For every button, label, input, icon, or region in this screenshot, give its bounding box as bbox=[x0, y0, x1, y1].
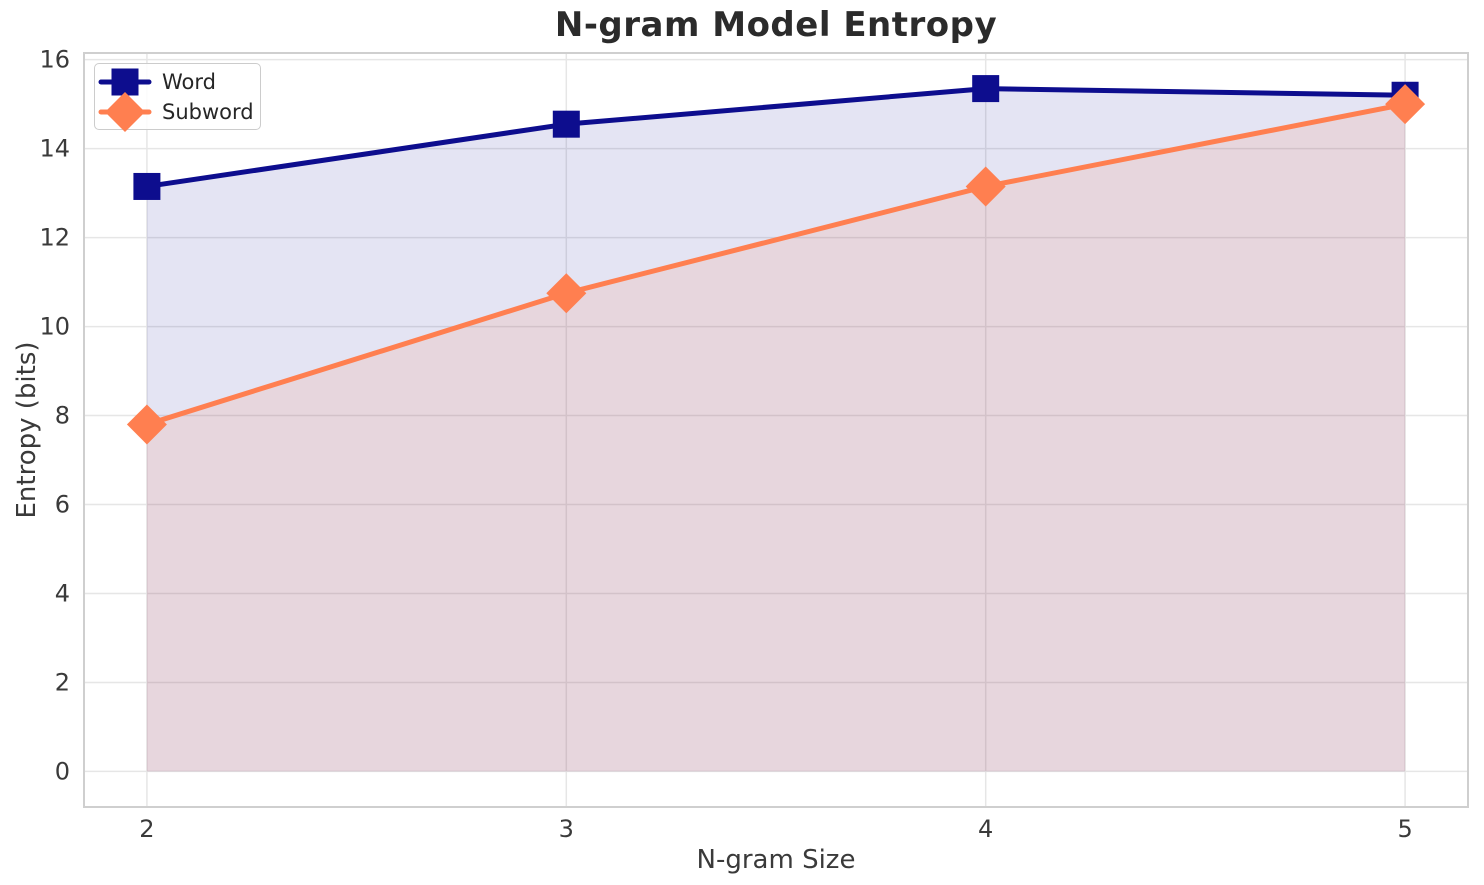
x-tick-label-4: 4 bbox=[978, 815, 993, 843]
word-square-marker-icon bbox=[98, 68, 152, 95]
legend-label-subword: Subword bbox=[162, 99, 254, 124]
marker-word-x3 bbox=[552, 110, 580, 138]
marker-word-x4 bbox=[972, 75, 1000, 103]
legend-item-word: Word bbox=[95, 67, 260, 97]
x-tick-label-5: 5 bbox=[1397, 815, 1412, 843]
marker-subword-x3 bbox=[546, 273, 587, 314]
marker-subword-x2 bbox=[126, 404, 167, 445]
y-tick-label-6: 6 bbox=[55, 491, 70, 519]
plot-border bbox=[83, 52, 1469, 808]
y-tick-label-12: 12 bbox=[39, 224, 70, 252]
y-axis-label: Entropy (bits) bbox=[12, 341, 42, 519]
x-tick-label-3: 3 bbox=[559, 815, 574, 843]
series-line-word bbox=[144, 86, 1408, 189]
legend-item-subword: Subword bbox=[95, 91, 260, 132]
x-tick-label-2: 2 bbox=[139, 815, 154, 843]
chart-title: N-gram Model Entropy bbox=[554, 5, 998, 45]
marker-word-x2 bbox=[133, 172, 161, 200]
legend-label-word: Word bbox=[162, 69, 216, 94]
legend-marker-word bbox=[111, 68, 139, 95]
legend: Word Subword bbox=[94, 63, 261, 132]
x-axis-label: N-gram Size bbox=[696, 845, 856, 875]
y-tick-label-2: 2 bbox=[55, 668, 70, 696]
y-tick-label-4: 4 bbox=[55, 579, 70, 607]
legend-marker-subword bbox=[105, 91, 145, 132]
y-tick-label-0: 0 bbox=[55, 757, 70, 785]
y-tick-label-14: 14 bbox=[39, 135, 70, 163]
marker-subword-x5 bbox=[1385, 84, 1426, 125]
y-tick-label-16: 16 bbox=[39, 46, 70, 74]
area-fill-subword bbox=[146, 104, 1406, 772]
y-tick-label-8: 8 bbox=[55, 402, 70, 430]
subword-diamond-marker-icon bbox=[98, 91, 152, 132]
y-tick-label-10: 10 bbox=[39, 313, 70, 341]
series-line-subword bbox=[144, 101, 1408, 427]
marker-subword-x4 bbox=[965, 166, 1006, 207]
area-fill-word bbox=[146, 88, 1406, 772]
